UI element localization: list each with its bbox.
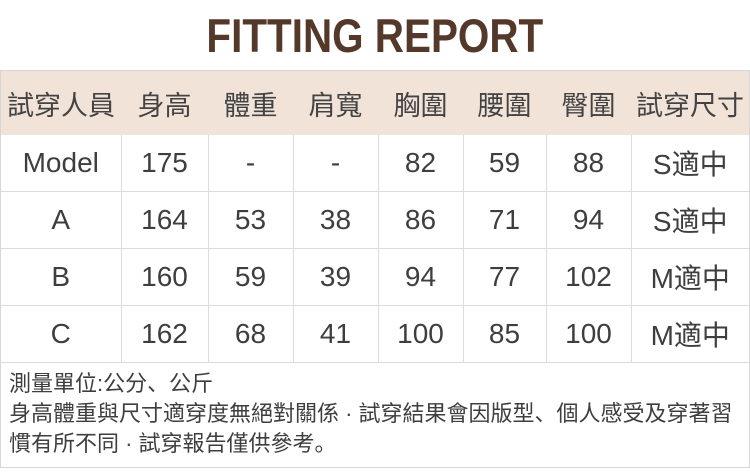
- fitting-report-box: 試穿人員 身高 體重 肩寬 胸圍 腰圍 臀圍 試穿尺寸 Model 175 - …: [0, 70, 750, 468]
- table-cell: 85: [462, 305, 546, 362]
- column-header-weight: 體重: [208, 71, 293, 135]
- table-header-row: 試穿人員 身高 體重 肩寬 胸圍 腰圍 臀圍 試穿尺寸: [1, 71, 749, 135]
- table-cell: C: [1, 305, 121, 362]
- table-cell: 100: [545, 305, 631, 362]
- table-row-c: C 162 68 41 100 85 100 M適中: [1, 305, 749, 362]
- table-cell: 59: [207, 248, 293, 306]
- column-header-hip: 臀圍: [546, 71, 631, 135]
- table-cell: 94: [377, 248, 463, 306]
- table-cell: M適中: [630, 305, 749, 362]
- table-cell: A: [1, 191, 121, 249]
- fitting-table: 試穿人員 身高 體重 肩寬 胸圍 腰圍 臀圍 試穿尺寸 Model 175 - …: [1, 71, 749, 362]
- table-cell: 162: [120, 305, 208, 362]
- table-cell: 53: [207, 191, 293, 249]
- table-cell: -: [207, 135, 293, 192]
- table-cell: -: [292, 135, 378, 192]
- table-cell: B: [1, 248, 121, 306]
- table-cell: S適中: [630, 135, 749, 192]
- table-cell: 41: [292, 305, 378, 362]
- table-cell: 100: [377, 305, 463, 362]
- note-disclaimer-line1: 身高體重與尺寸適穿度無絕對關係 · 試穿結果會因版型、個人感受及穿著習: [9, 401, 733, 426]
- note-measurement-unit: 測量單位:公分、公斤: [9, 371, 214, 396]
- table-cell: 59: [462, 135, 546, 192]
- table-cell: 94: [545, 191, 631, 249]
- column-header-shoulder: 肩寬: [293, 71, 378, 135]
- table-row-model: Model 175 - - 82 59 88 S適中: [1, 135, 749, 192]
- table-cell: S適中: [630, 191, 749, 249]
- note-disclaimer-line2: 慣有所不同 · 試穿報告僅供參考。: [9, 431, 337, 456]
- table-cell: 71: [462, 191, 546, 249]
- table-cell: 102: [545, 248, 631, 306]
- column-header-tester: 試穿人員: [1, 71, 121, 135]
- table-cell: 68: [207, 305, 293, 362]
- table-cell: Model: [22, 147, 99, 178]
- table-cell: 88: [545, 135, 631, 192]
- table-cell: 39: [292, 248, 378, 306]
- table-cell: 77: [462, 248, 546, 306]
- table-cell: M適中: [630, 248, 749, 306]
- table-cell: 160: [120, 248, 208, 306]
- column-header-waist: 腰圍: [463, 71, 546, 135]
- column-header-fit-size: 試穿尺寸: [631, 71, 749, 135]
- column-header-bust: 胸圍: [378, 71, 463, 135]
- column-header-height: 身高: [121, 71, 208, 135]
- table-cell: 86: [377, 191, 463, 249]
- title-bar: FITTING REPORT: [0, 0, 750, 70]
- table-cell: 175: [120, 135, 208, 192]
- table-row-b: B 160 59 39 94 77 102 M適中: [1, 248, 749, 306]
- table-cell: 164: [120, 191, 208, 249]
- notes-section: 測量單位:公分、公斤 身高體重與尺寸適穿度無絕對關係 · 試穿結果會因版型、個人…: [1, 362, 749, 459]
- page-title: FITTING REPORT: [206, 8, 544, 62]
- table-cell: 38: [292, 191, 378, 249]
- table-row-a: A 164 53 38 86 71 94 S適中: [1, 191, 749, 249]
- table-cell: 82: [377, 135, 463, 192]
